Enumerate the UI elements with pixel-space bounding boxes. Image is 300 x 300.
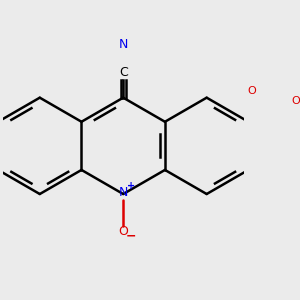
- Text: C: C: [119, 67, 128, 80]
- Text: −: −: [125, 229, 136, 242]
- Text: O: O: [291, 96, 300, 106]
- Text: N: N: [118, 38, 128, 51]
- Text: N: N: [118, 186, 128, 199]
- Text: +: +: [128, 181, 136, 191]
- Text: O: O: [247, 86, 256, 96]
- Text: O: O: [118, 225, 128, 238]
